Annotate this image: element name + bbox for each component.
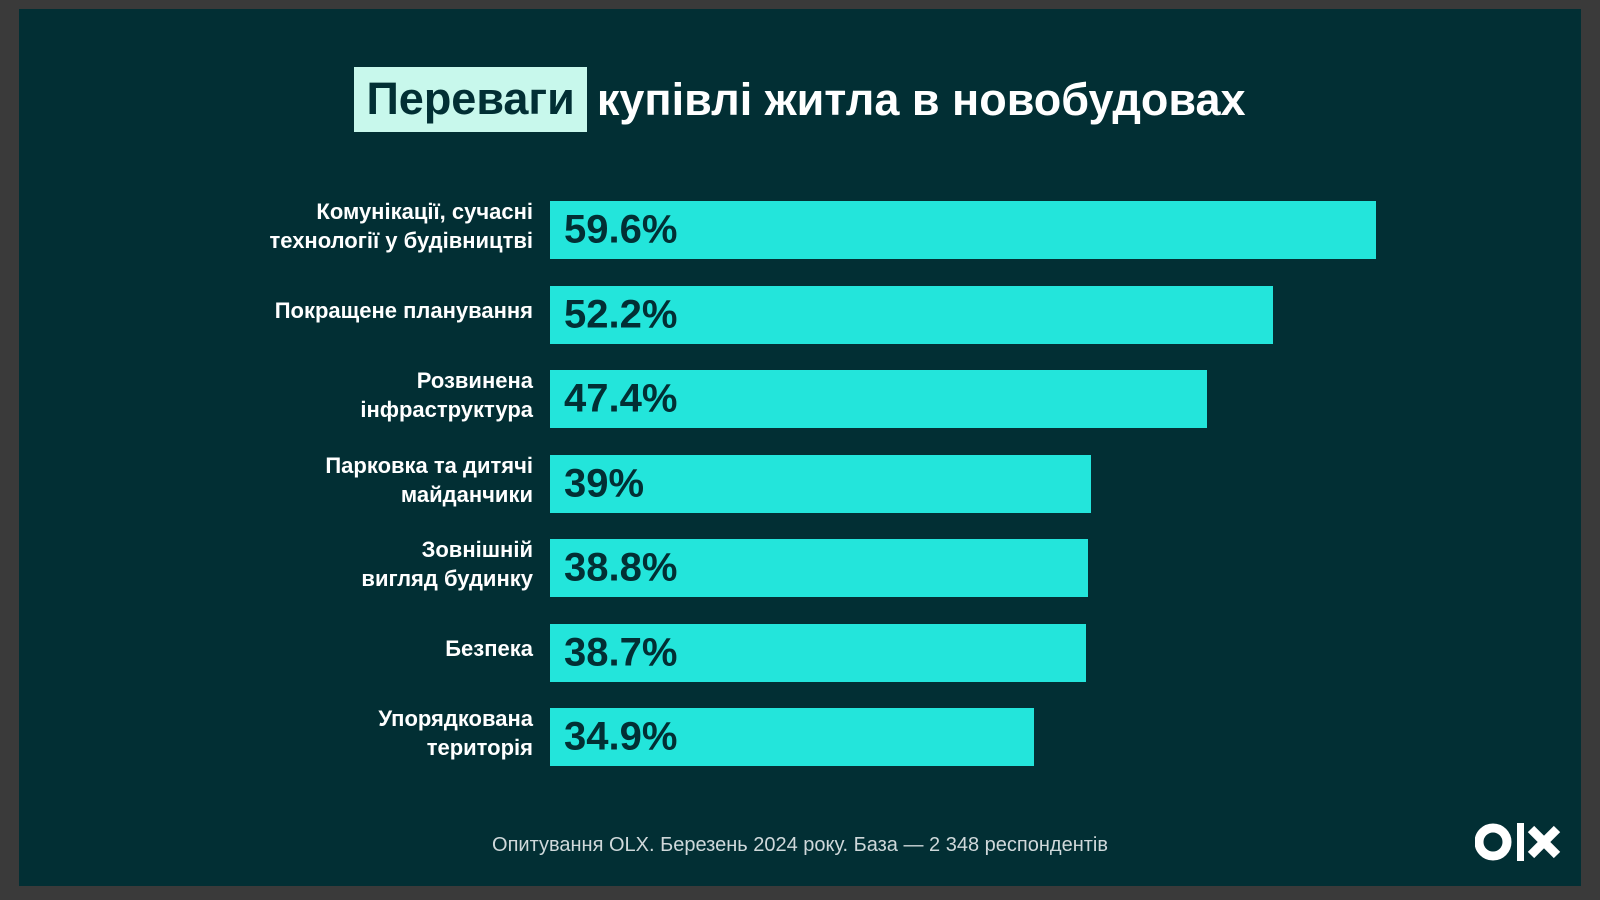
category-label: Парковка та дитячі майданчики <box>325 452 533 507</box>
bar: 52.2% <box>550 285 1274 344</box>
category-label: Упорядкована територія <box>378 706 533 760</box>
category-label: Розвинена інфраструктура <box>360 368 533 422</box>
olx-logo <box>1474 817 1565 878</box>
olx-logo-icon <box>1474 823 1561 861</box>
bar-value-label: 38.7% <box>564 630 678 674</box>
chart-title-text: купівлі житла в новобудовах <box>596 73 1246 125</box>
chart-title: Переваги купівлі житла в новобудовах <box>19 67 1581 132</box>
bar-chart: Комунікації, сучасні технології у будівн… <box>19 9 1581 886</box>
bar-value-label: 39% <box>564 461 645 505</box>
survey-footnote: Опитування OLX. Березень 2024 року. База… <box>492 834 1108 856</box>
chart-title-highlight: Переваги <box>354 67 587 132</box>
bar: 38.7% <box>550 623 1087 682</box>
category-label: Покращене планування <box>274 298 533 323</box>
bar: 39% <box>550 454 1091 513</box>
bar-value-label: 47.4% <box>564 376 678 421</box>
bar: 59.6% <box>550 201 1376 259</box>
bar-value-label: 38.8% <box>564 545 678 590</box>
category-label: Безпека <box>445 636 533 661</box>
slide: Переваги купівлі житла в новобудовах Ком… <box>19 9 1581 886</box>
category-label: Комунікації, сучасні технології у будівн… <box>269 199 533 253</box>
bar: 47.4% <box>550 370 1207 428</box>
bar-value-label: 59.6% <box>564 207 678 252</box>
bar: 34.9% <box>550 708 1034 766</box>
bar-value-label: 52.2% <box>564 292 678 336</box>
category-label: Зовнішній вигляд будинку <box>361 537 533 591</box>
bar-value-label: 34.9% <box>564 714 678 759</box>
bar: 38.8% <box>550 539 1088 597</box>
